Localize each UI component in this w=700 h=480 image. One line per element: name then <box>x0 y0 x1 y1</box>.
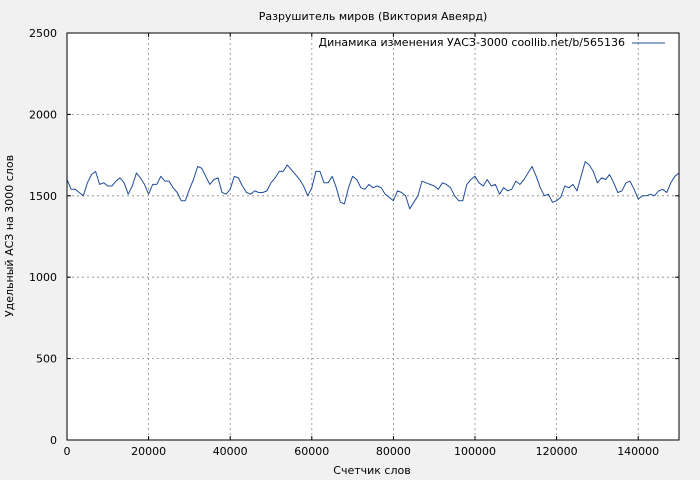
y-tick-label: 2500 <box>29 27 57 40</box>
plot-background <box>67 33 679 440</box>
y-axis-title: Удельный АСЗ на 3000 слов <box>3 155 16 317</box>
y-tick-label: 500 <box>36 353 57 366</box>
chart-title: Разрушитель миров (Виктория Авеярд) <box>259 10 488 23</box>
y-tick-label: 1500 <box>29 190 57 203</box>
plot-frame <box>66 32 680 441</box>
x-tick-label: 140000 <box>617 445 659 458</box>
series-layer <box>66 161 680 210</box>
x-axis-title: Счетчик слов <box>333 464 410 477</box>
y-tick-label: 0 <box>50 434 57 447</box>
grid <box>67 33 679 440</box>
x-tick-label: 60000 <box>294 445 329 458</box>
axis-ticks: 0 20000 40000 60000 80000 100000 120000 140000 0… <box>29 27 679 458</box>
x-tick-label: 0 <box>64 445 71 458</box>
x-tick-label: 80000 <box>376 445 411 458</box>
x-tick-label: 40000 <box>213 445 248 458</box>
x-tick-label: 20000 <box>131 445 166 458</box>
legend-label: Динамика изменения УАСЗ-3000 coollib.net… <box>319 36 626 49</box>
y-tick-label: 1000 <box>29 271 57 284</box>
legend: Динамика изменения УАСЗ-3000 coollib.net… <box>319 36 665 49</box>
series-line <box>66 161 680 210</box>
x-tick-label: 120000 <box>536 445 578 458</box>
y-tick-label: 2000 <box>29 108 57 121</box>
x-tick-label: 100000 <box>454 445 496 458</box>
